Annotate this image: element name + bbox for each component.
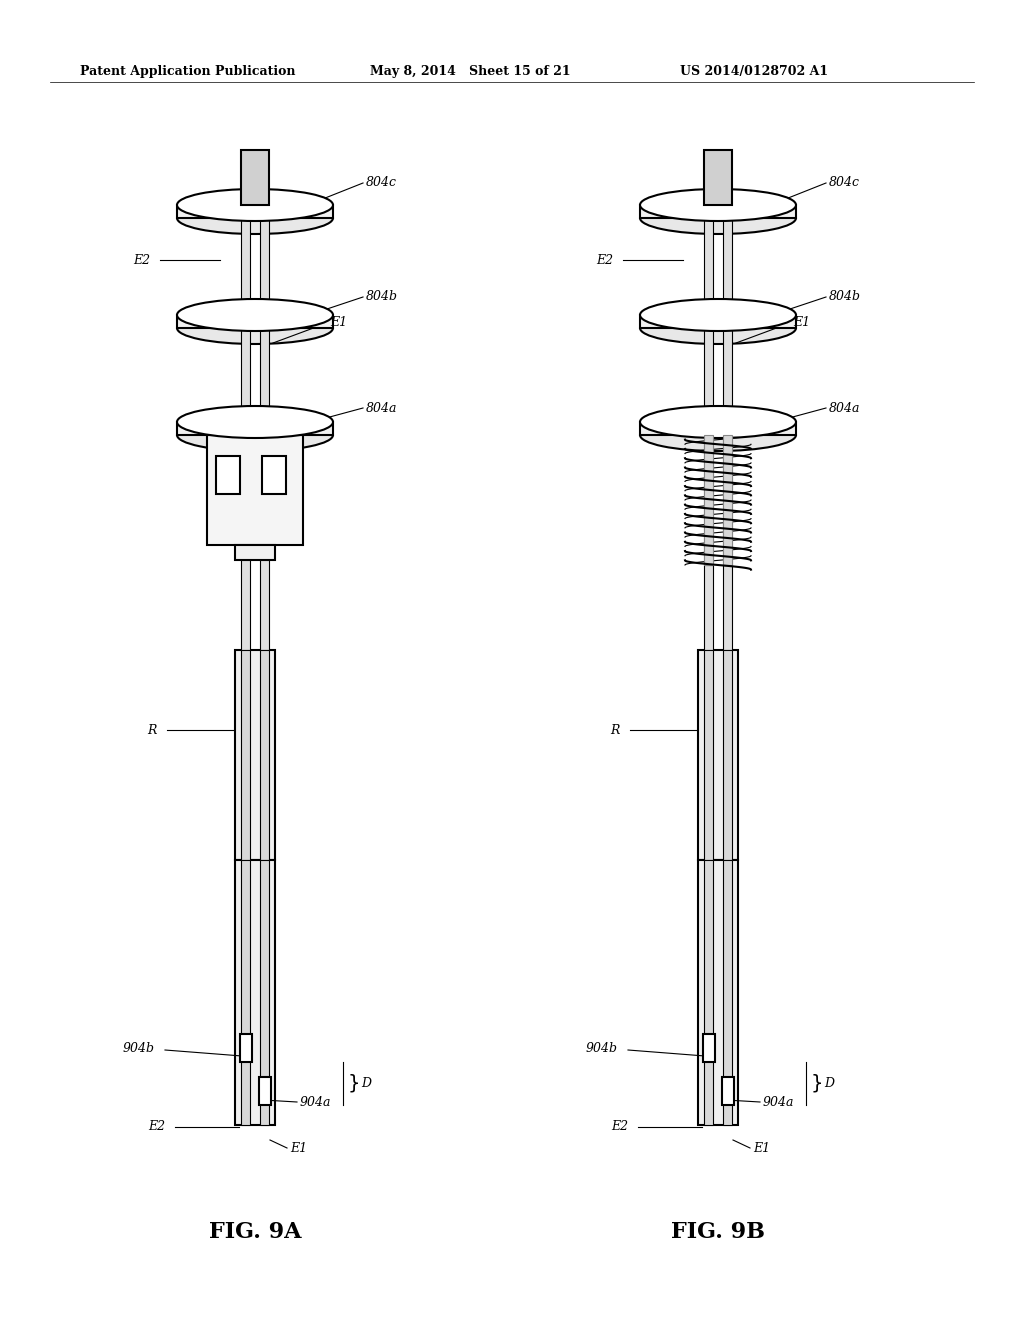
Text: Patent Application Publication: Patent Application Publication <box>80 65 296 78</box>
Bar <box>234 545 275 560</box>
Text: D: D <box>361 1077 371 1090</box>
Bar <box>241 861 250 1125</box>
Text: 804b: 804b <box>366 290 398 304</box>
Text: }: } <box>811 1074 823 1093</box>
Bar <box>698 649 738 861</box>
Bar <box>705 436 713 565</box>
Bar <box>241 315 250 422</box>
Bar <box>241 649 250 861</box>
Bar <box>723 205 732 315</box>
Bar <box>241 560 250 649</box>
Bar <box>705 861 713 1125</box>
Ellipse shape <box>640 418 796 451</box>
Ellipse shape <box>177 189 333 220</box>
Text: E2: E2 <box>147 1121 165 1134</box>
Bar <box>723 315 732 422</box>
Text: 904a: 904a <box>300 1096 332 1109</box>
Text: 904b: 904b <box>586 1041 618 1055</box>
Polygon shape <box>640 422 796 436</box>
Bar <box>723 565 732 649</box>
Text: E1: E1 <box>753 1142 770 1155</box>
Ellipse shape <box>177 202 333 234</box>
Ellipse shape <box>177 407 333 438</box>
Bar <box>705 649 713 861</box>
Text: FIG. 9A: FIG. 9A <box>209 1221 301 1243</box>
Bar <box>259 1077 271 1105</box>
Bar <box>260 560 269 649</box>
Bar <box>260 649 269 861</box>
Text: E2: E2 <box>133 253 150 267</box>
Ellipse shape <box>640 189 796 220</box>
Bar <box>241 205 250 315</box>
Bar <box>260 205 269 315</box>
Polygon shape <box>640 205 796 218</box>
Ellipse shape <box>640 312 796 345</box>
Bar <box>260 315 269 422</box>
Bar <box>723 861 732 1125</box>
Bar <box>703 1034 715 1063</box>
Text: }: } <box>348 1074 360 1093</box>
Bar <box>234 649 275 861</box>
Text: E1: E1 <box>290 1142 307 1155</box>
Ellipse shape <box>640 300 796 331</box>
Bar <box>705 150 732 205</box>
Ellipse shape <box>640 407 796 438</box>
Text: D: D <box>824 1077 834 1090</box>
Text: R: R <box>147 723 157 737</box>
Text: 904a: 904a <box>763 1096 795 1109</box>
Ellipse shape <box>177 300 333 331</box>
Text: 804a: 804a <box>366 401 397 414</box>
Text: E1: E1 <box>793 317 810 330</box>
Text: May 8, 2014   Sheet 15 of 21: May 8, 2014 Sheet 15 of 21 <box>370 65 570 78</box>
Bar <box>207 436 303 545</box>
Bar <box>262 455 286 494</box>
Text: FIG. 9B: FIG. 9B <box>671 1221 765 1243</box>
Polygon shape <box>177 205 333 218</box>
Text: 804c: 804c <box>829 177 860 190</box>
Text: 804a: 804a <box>829 401 860 414</box>
Bar <box>216 455 240 494</box>
Polygon shape <box>177 422 333 436</box>
Bar <box>705 565 713 649</box>
Polygon shape <box>640 315 796 327</box>
Text: US 2014/0128702 A1: US 2014/0128702 A1 <box>680 65 828 78</box>
Text: E2: E2 <box>611 1121 628 1134</box>
Text: 804b: 804b <box>829 290 861 304</box>
Text: R: R <box>610 723 620 737</box>
Ellipse shape <box>177 312 333 345</box>
Bar <box>260 861 269 1125</box>
Bar <box>722 1077 734 1105</box>
Text: 904b: 904b <box>123 1041 155 1055</box>
Text: E2: E2 <box>596 253 613 267</box>
Bar <box>705 205 713 315</box>
Ellipse shape <box>177 418 333 451</box>
Ellipse shape <box>640 202 796 234</box>
Bar <box>240 1034 252 1063</box>
Polygon shape <box>177 315 333 327</box>
Text: 804c: 804c <box>366 177 397 190</box>
Text: E1: E1 <box>330 317 347 330</box>
Bar <box>241 150 269 205</box>
Bar <box>723 436 732 565</box>
Bar <box>723 649 732 861</box>
Bar <box>698 861 738 1125</box>
Bar <box>234 861 275 1125</box>
Bar <box>705 315 713 422</box>
Bar <box>723 436 732 565</box>
Bar <box>705 436 713 565</box>
